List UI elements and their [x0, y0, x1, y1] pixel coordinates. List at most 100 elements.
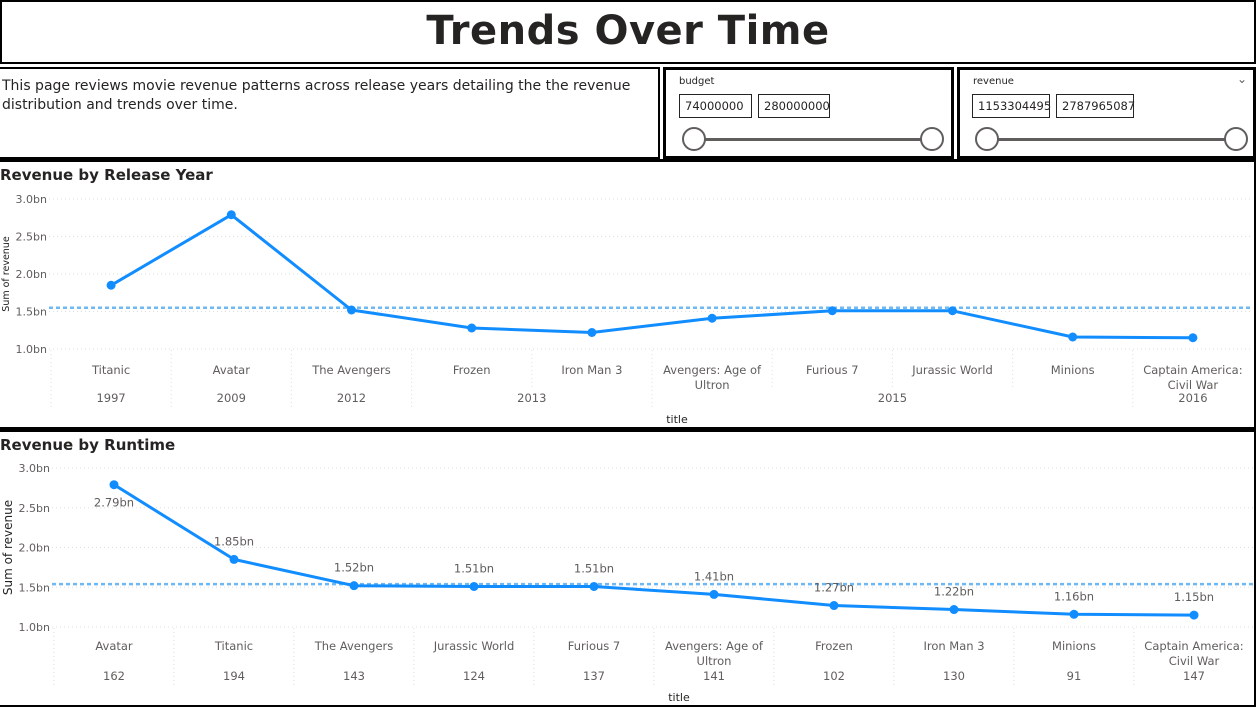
budget-slider-min-handle[interactable]	[682, 127, 706, 151]
y-tick-label: 3.0bn	[19, 462, 50, 475]
budget-slicer[interactable]: budget 74000000 280000000	[663, 67, 954, 159]
data-label: 1.27bn	[814, 581, 854, 595]
x-group-label: 137	[583, 669, 605, 683]
data-point	[1069, 609, 1079, 619]
revenue-by-release-year-chart: Revenue by Release Year 1.0bn 1.5bn 2.0bn 2…	[0, 159, 1256, 429]
revenue-slider-min-handle[interactable]	[975, 127, 999, 151]
x-category-label: The Avengers	[311, 363, 391, 377]
budget-max-input[interactable]: 280000000	[758, 94, 830, 118]
revenue-slicer[interactable]: revenue ⌄ 1153304495 2787965087	[957, 67, 1256, 159]
x-group-label: 2012	[337, 391, 366, 405]
data-label: 1.85bn	[214, 534, 254, 548]
x-category-label: Titanic	[91, 363, 130, 377]
x-group-label: 143	[343, 669, 365, 683]
x-group-label: 162	[103, 669, 125, 683]
revenue-slicer-title: revenue	[973, 76, 1014, 87]
revenue-series-line	[113, 483, 1195, 617]
x-category-label: Avengers: Age of	[663, 363, 762, 377]
x-category-label: Captain America:	[1144, 639, 1243, 653]
x-category-label: Avengers: Age of	[665, 639, 764, 653]
revenue-slider-max-handle[interactable]	[1224, 127, 1248, 151]
chevron-down-icon[interactable]: ⌄	[1236, 72, 1247, 86]
y-tick-label: 3.0bn	[16, 193, 47, 206]
data-label: 1.41bn	[694, 569, 734, 583]
chart-title: Revenue by Release Year	[0, 166, 213, 184]
x-category-label: Civil War	[1168, 378, 1219, 392]
x-category-label: Avatar	[213, 363, 251, 377]
data-point	[709, 589, 719, 599]
y-tick-label: 2.0bn	[16, 268, 47, 281]
x-group-label: 147	[1183, 669, 1205, 683]
revenue-by-runtime-plot: 1.0bn 1.5bn 2.0bn 2.5bn 3.0bn Sum of revenue A…	[1, 462, 1254, 704]
x-group-label: 2015	[878, 391, 907, 405]
x-category-label: Frozen	[453, 363, 491, 377]
data-label: 1.22bn	[934, 585, 974, 599]
revenue-by-release-year-plot: 1.0bn 1.5bn 2.0bn 2.5bn 3.0bn Sum of revenue T…	[1, 193, 1253, 426]
data-point	[587, 328, 597, 337]
data-point	[1188, 333, 1198, 343]
data-point	[109, 480, 119, 490]
y-tick-label: 2.0bn	[19, 542, 50, 555]
x-category-label: Furious 7	[806, 363, 859, 377]
x-category-label: Avatar	[95, 639, 133, 653]
y-axis-title: Sum of revenue	[1, 236, 12, 312]
x-category-label: Ultron	[695, 378, 730, 392]
data-point	[949, 605, 959, 615]
x-group-label: 2016	[1178, 391, 1207, 405]
budget-min-input[interactable]: 74000000	[679, 94, 752, 118]
x-group-label: 2013	[517, 391, 546, 405]
data-label: 2.79bn	[94, 496, 134, 510]
x-category-label: Minions	[1052, 639, 1096, 653]
data-point	[829, 601, 839, 611]
data-point	[106, 280, 116, 290]
x-axis-title: title	[666, 413, 688, 426]
y-tick-label: 2.5bn	[16, 231, 47, 244]
x-category-label: Civil War	[1169, 654, 1220, 668]
budget-slider-max-handle[interactable]	[920, 127, 944, 151]
data-point	[467, 323, 477, 333]
x-category-label: Furious 7	[568, 639, 621, 653]
x-group-label: 91	[1067, 669, 1082, 683]
x-group-label: 2009	[217, 391, 246, 405]
data-point	[1189, 610, 1199, 620]
title-banner: Trends Over Time	[0, 0, 1256, 64]
x-category-label: Iron Man 3	[561, 363, 622, 377]
x-group-label: 130	[943, 669, 965, 683]
x-category-label: Captain America:	[1143, 363, 1242, 377]
x-group-label: 194	[223, 669, 245, 683]
data-point	[349, 581, 359, 591]
revenue-by-runtime-chart: Revenue by Runtime 1.0bn 1.5bn 2.0bn 2.5bn 3…	[0, 429, 1256, 707]
data-point	[469, 581, 479, 591]
y-tick-label: 1.5bn	[19, 581, 50, 594]
x-group-label: 102	[823, 669, 845, 683]
description-panel: This page reviews movie revenue patterns…	[0, 67, 660, 159]
x-category-label: Frozen	[815, 639, 853, 653]
data-label: 1.51bn	[454, 561, 494, 575]
x-category-label: Iron Man 3	[923, 639, 984, 653]
data-point	[827, 306, 837, 316]
data-label: 1.16bn	[1054, 589, 1094, 603]
x-axis-title: title	[668, 691, 690, 704]
x-group-label: 1997	[96, 391, 125, 405]
x-category-label: The Avengers	[314, 639, 394, 653]
page-description: This page reviews movie revenue patterns…	[2, 78, 631, 113]
x-category-label: Jurassic World	[433, 639, 515, 653]
page-title: Trends Over Time	[426, 8, 830, 54]
revenue-max-input[interactable]: 2787965087	[1056, 94, 1135, 118]
y-tick-label: 1.0bn	[16, 343, 47, 356]
x-category-label: Ultron	[697, 654, 732, 668]
x-group-label: 124	[463, 669, 485, 683]
budget-slider-track[interactable]	[690, 138, 934, 141]
y-tick-label: 2.5bn	[19, 502, 50, 515]
data-point	[707, 313, 717, 323]
y-axis-title: Sum of revenue	[1, 500, 15, 595]
x-group-label: 141	[703, 669, 725, 683]
chart-title: Revenue by Runtime	[0, 436, 176, 454]
data-label: 1.15bn	[1174, 590, 1214, 604]
revenue-slider-track[interactable]	[984, 138, 1234, 141]
data-point	[229, 554, 239, 564]
x-category-label: Minions	[1051, 363, 1095, 377]
data-point	[1068, 332, 1078, 342]
revenue-min-input[interactable]: 1153304495	[972, 94, 1051, 118]
data-label: 1.52bn	[334, 561, 374, 575]
